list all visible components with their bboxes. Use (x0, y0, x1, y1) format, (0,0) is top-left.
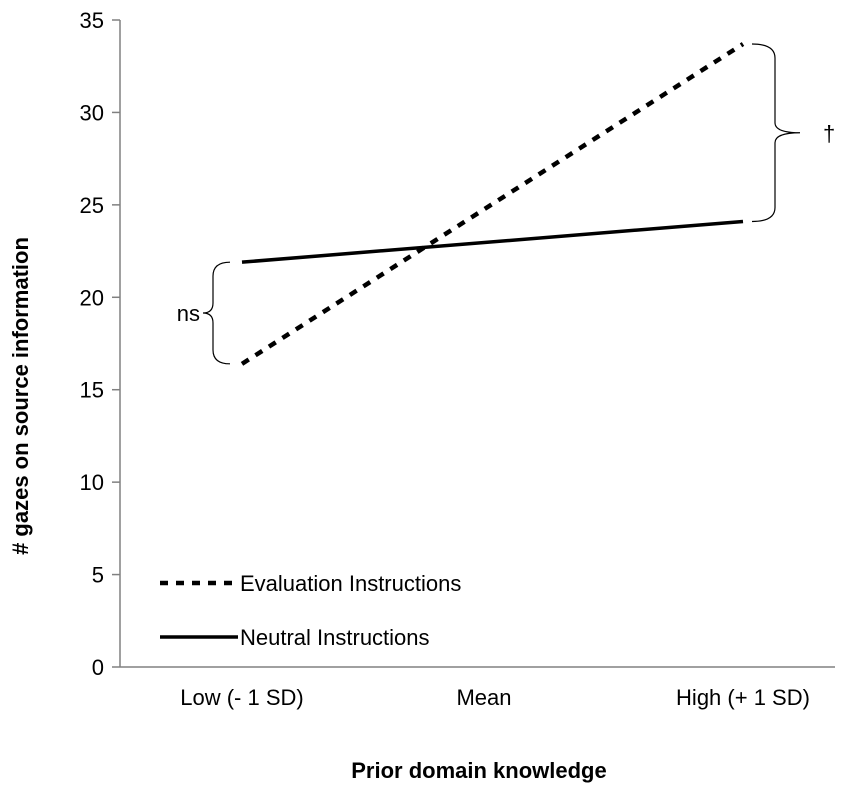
x-tick-label: Mean (456, 685, 511, 710)
y-tick-label: 5 (92, 563, 104, 588)
series-lines (240, 42, 745, 366)
x-tick-label: High (+ 1 SD) (676, 685, 810, 710)
annotations: ns † (177, 43, 835, 365)
x-tick-label: Low (- 1 SD) (180, 685, 303, 710)
y-tick-label: 30 (80, 100, 104, 125)
y-tick-label: 10 (80, 470, 104, 495)
legend: Evaluation Instructions Neutral Instructi… (160, 571, 461, 650)
tick-labels: 0 5 10 15 20 25 30 35 Low (- 1 SD) Mean High (+ 1 … (80, 8, 810, 710)
series-line-neutral (241, 219, 744, 264)
y-axis-title: # gazes on source information (8, 237, 33, 555)
x-axis-title: Prior domain knowledge (351, 758, 606, 783)
brace-low (202, 261, 231, 365)
annotation-high: † (823, 121, 835, 146)
annotation-low: ns (177, 301, 200, 326)
axes (112, 19, 835, 668)
legend-label-neutral: Neutral Instructions (240, 625, 430, 650)
y-tick-label: 25 (80, 193, 104, 218)
y-tick-label: 15 (80, 378, 104, 403)
y-tick-label: 35 (80, 8, 104, 33)
legend-label-evaluation: Evaluation Instructions (240, 571, 461, 596)
brace-high (751, 43, 801, 223)
y-tick-label: 20 (80, 285, 104, 310)
y-tick-label: 0 (92, 655, 104, 680)
series-line-evaluation (240, 42, 745, 366)
